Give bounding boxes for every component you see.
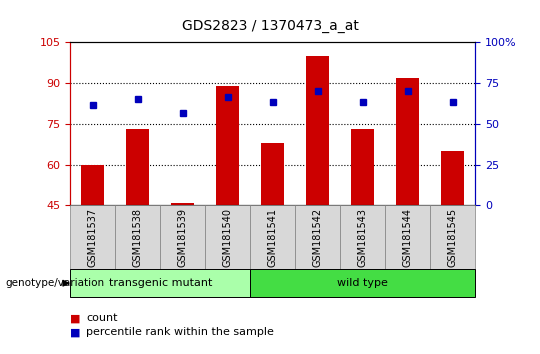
Text: count: count: [86, 313, 118, 323]
Bar: [352, 129, 374, 205]
Text: GSM181540: GSM181540: [222, 208, 233, 267]
Text: genotype/variation: genotype/variation: [5, 278, 105, 288]
Text: wild type: wild type: [338, 278, 388, 288]
Text: percentile rank within the sample: percentile rank within the sample: [86, 327, 274, 337]
Text: GSM181541: GSM181541: [268, 208, 278, 267]
Bar: [442, 151, 464, 205]
Text: GSM181539: GSM181539: [178, 208, 188, 267]
Text: GSM181544: GSM181544: [403, 208, 413, 267]
Text: GSM181537: GSM181537: [87, 207, 98, 267]
Bar: [126, 129, 149, 205]
Bar: [261, 143, 284, 205]
Text: ■: ■: [70, 327, 80, 337]
Bar: [396, 78, 419, 205]
Bar: [307, 56, 329, 205]
Bar: [217, 86, 239, 205]
Text: GSM181545: GSM181545: [448, 207, 458, 267]
Bar: [82, 165, 104, 205]
Text: GSM181542: GSM181542: [313, 207, 323, 267]
Text: GDS2823 / 1370473_a_at: GDS2823 / 1370473_a_at: [181, 19, 359, 34]
Text: GSM181543: GSM181543: [357, 208, 368, 267]
Text: ■: ■: [70, 313, 80, 323]
Text: transgenic mutant: transgenic mutant: [109, 278, 212, 288]
Bar: [172, 202, 194, 205]
Text: GSM181538: GSM181538: [133, 208, 143, 267]
